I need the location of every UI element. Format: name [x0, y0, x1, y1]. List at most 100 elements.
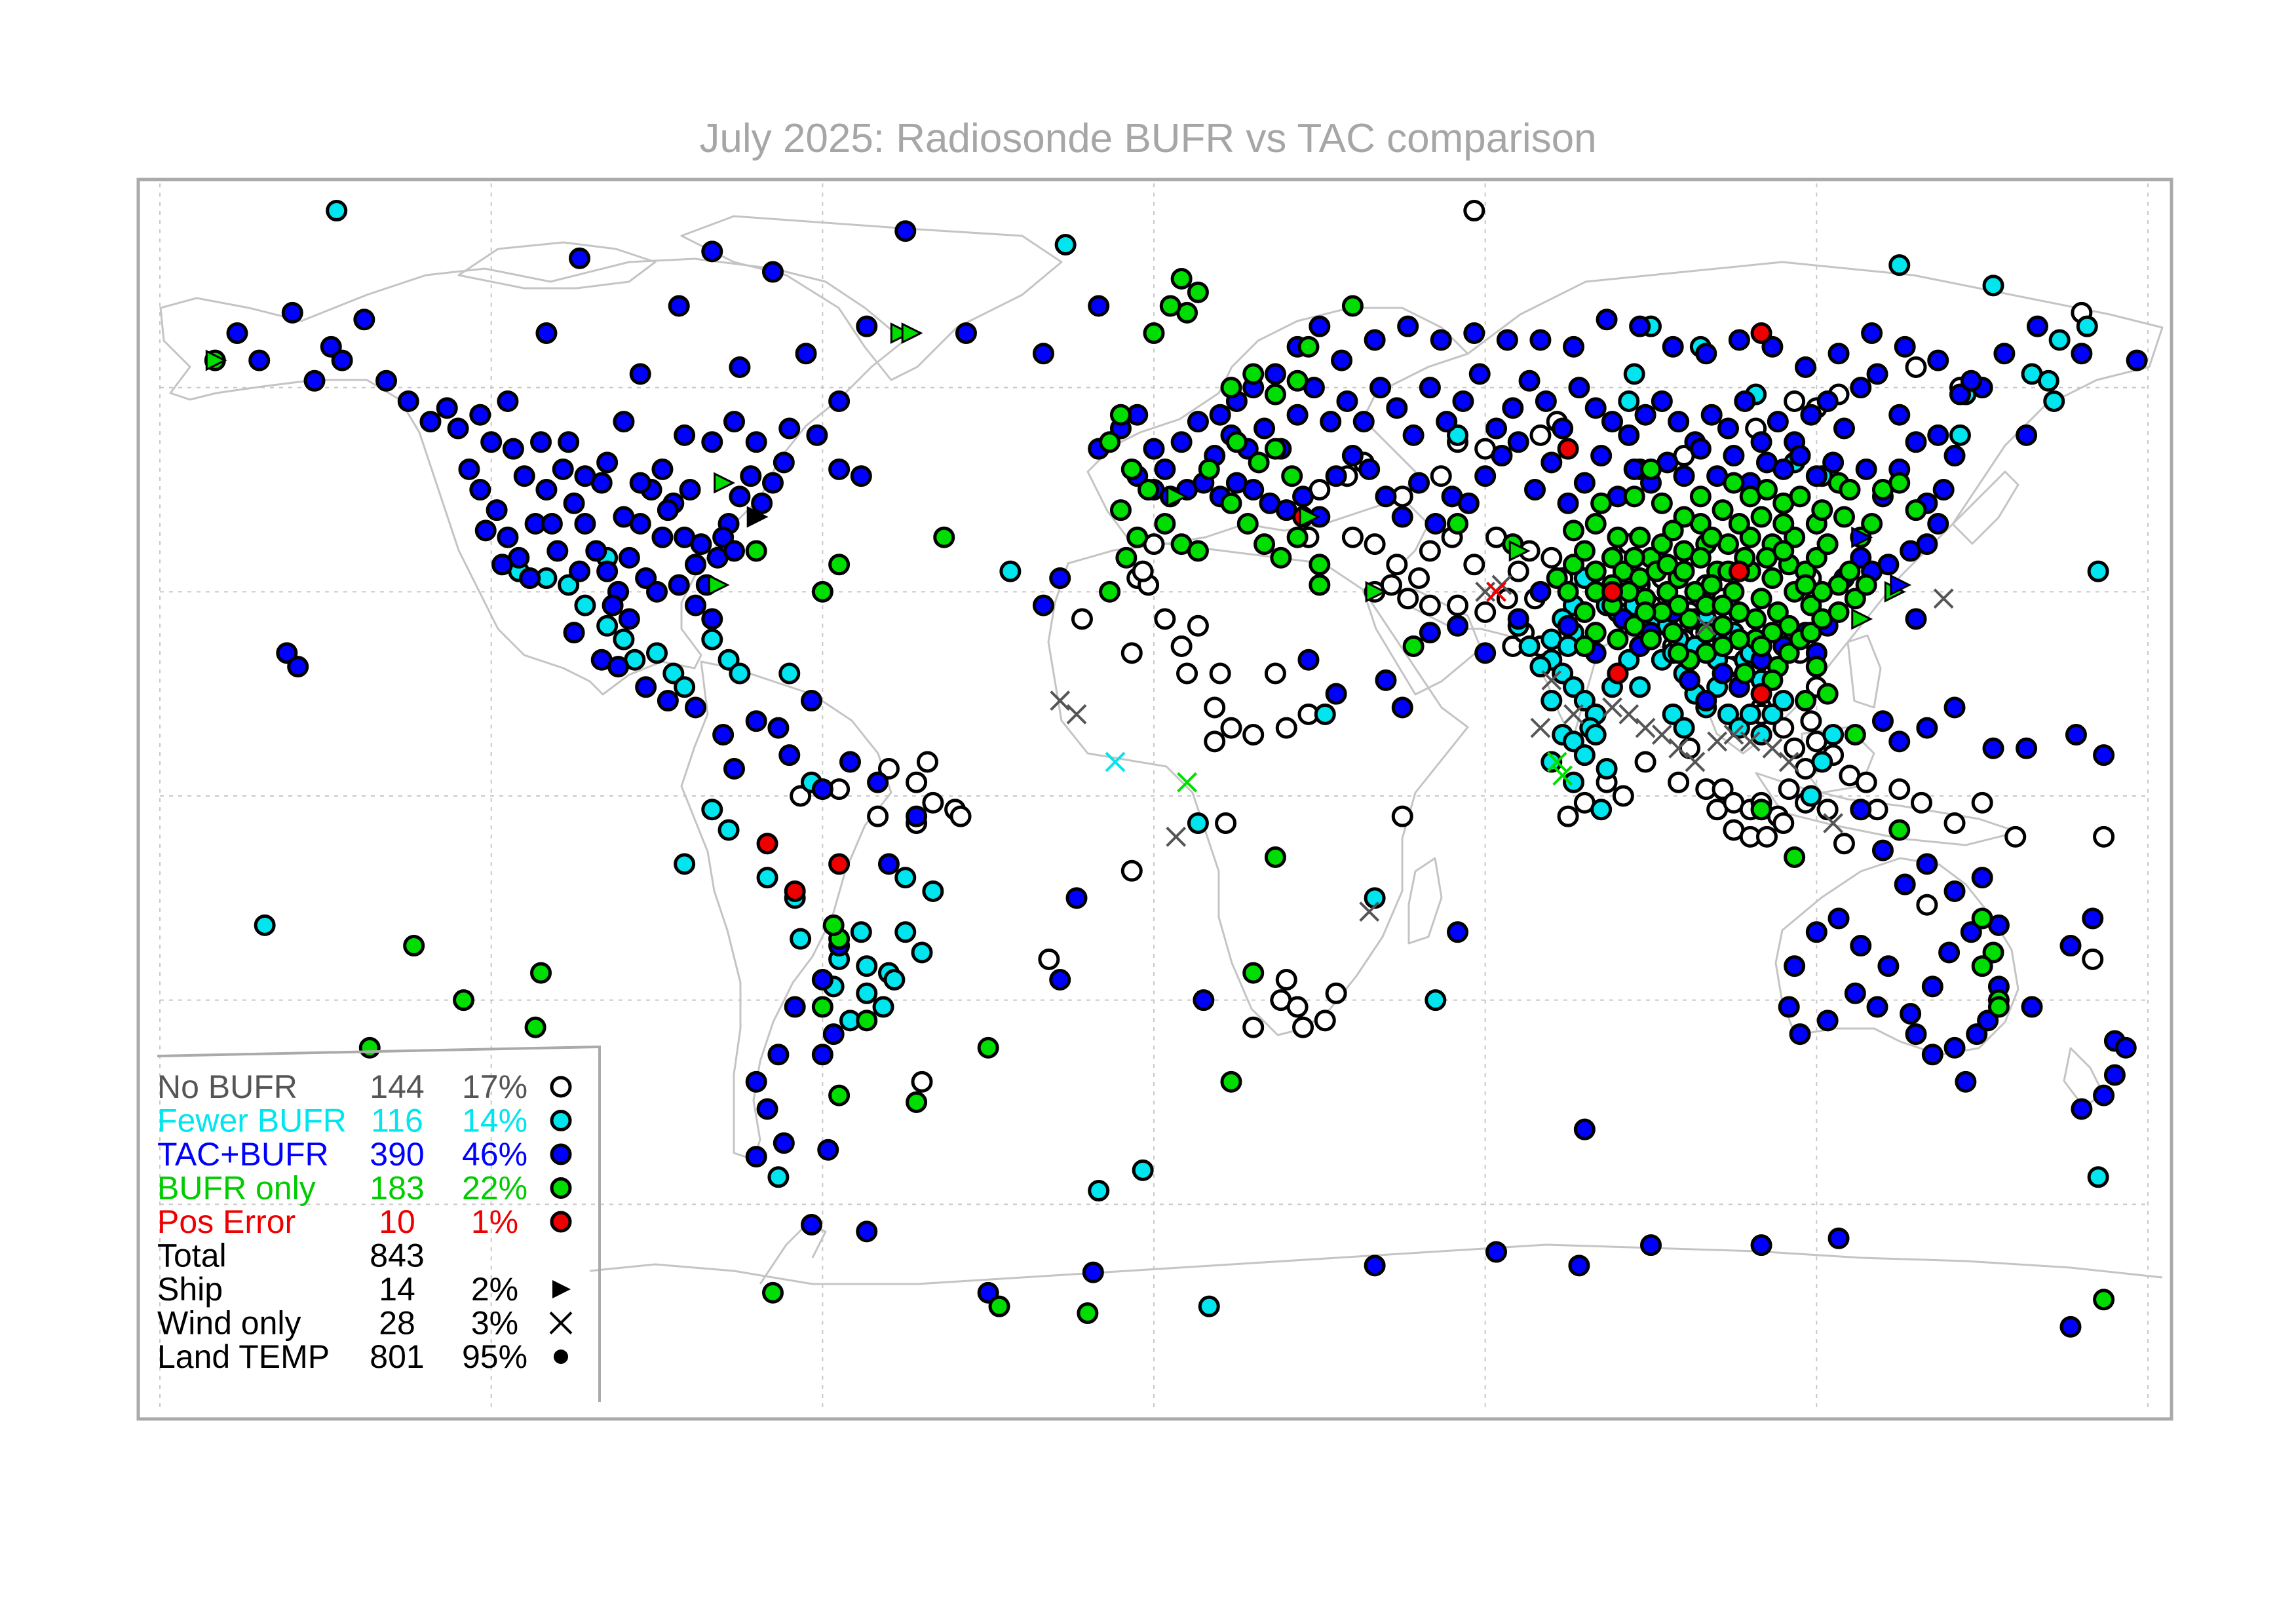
- station-fewer-bufr: [1563, 730, 1585, 753]
- station-bufr-only: [1270, 546, 1292, 569]
- wind-cross-stroke: [1563, 704, 1584, 725]
- station-tac-bufr: [248, 349, 271, 371]
- station-no-bufr: [1784, 390, 1806, 412]
- wind-only-marker: [1105, 751, 1126, 772]
- station-bufr-only: [1077, 1302, 1099, 1325]
- station-tac-bufr: [635, 567, 657, 590]
- station-tac-bufr: [1397, 315, 1419, 337]
- station-tac-bufr: [712, 724, 735, 746]
- station-bufr-only: [1159, 295, 1181, 317]
- station-tac-bufr: [1767, 411, 1789, 433]
- wind-only-marker: [1546, 751, 1567, 772]
- station-bufr-only: [933, 526, 955, 548]
- station-tac-bufr: [2026, 315, 2048, 337]
- station-tac-bufr: [2021, 996, 2043, 1018]
- station-fewer-bufr: [674, 853, 696, 875]
- station-tac-bufr: [607, 656, 630, 678]
- station-no-bufr: [1380, 574, 1402, 596]
- station-bufr-only: [1888, 819, 1911, 841]
- station-tac-bufr: [1921, 975, 1943, 998]
- wind-cross-stroke: [1635, 717, 1656, 738]
- ship-marker: [1851, 608, 1873, 630]
- wind-only-marker: [1530, 717, 1551, 738]
- station-bufr-only: [1640, 458, 1662, 480]
- station-no-bufr: [1833, 833, 1855, 855]
- station-bufr-only: [1673, 506, 1695, 528]
- station-no-bufr: [1209, 662, 1231, 685]
- station-fewer-bufr: [1750, 724, 1772, 746]
- station-fewer-bufr: [1573, 690, 1596, 712]
- station-tac-bufr: [1320, 411, 1342, 433]
- station-no-bufr: [867, 805, 889, 827]
- station-fewer-bufr: [790, 928, 812, 950]
- station-tac-bufr: [2082, 907, 2104, 930]
- legend: No BUFR 144 17% Fewer BUFR 116 14% TAC+BUFR 390…: [157, 1045, 601, 1402]
- station-tac-bufr: [1850, 546, 1872, 569]
- station-no-bufr: [1242, 1016, 1265, 1038]
- wind-only-marker: [1177, 772, 1197, 793]
- station-tac-bufr: [1364, 1255, 1386, 1277]
- station-no-bufr: [1220, 717, 1242, 739]
- station-tac-bufr: [618, 608, 640, 630]
- station-tac-bufr: [1193, 989, 1215, 1011]
- station-tac-bufr: [1723, 445, 1745, 467]
- station-tac-bufr: [756, 1098, 778, 1120]
- station-bufr-only: [1563, 519, 1585, 542]
- station-fewer-bufr: [1623, 363, 1645, 385]
- station-no-bufr: [1391, 805, 1413, 827]
- legend-count: 183: [370, 1170, 424, 1207]
- station-fewer-bufr: [1584, 724, 1607, 746]
- station-bufr-only: [1662, 519, 1684, 542]
- legend-label: BUFR only: [157, 1170, 316, 1207]
- wind-cross-stroke: [1823, 813, 1844, 833]
- station-tac-bufr: [1861, 322, 1883, 345]
- station-tac-bufr: [795, 343, 817, 365]
- station-pos-error: [784, 880, 806, 902]
- station-tac-bufr: [1712, 662, 1734, 685]
- station-tac-bufr: [519, 567, 541, 590]
- station-bufr-only: [1712, 635, 1734, 657]
- station-tac-bufr: [1436, 411, 1458, 433]
- station-tac-bufr: [1049, 567, 1071, 590]
- legend-percent: 46%: [462, 1136, 527, 1173]
- legend-label: No BUFR: [157, 1068, 297, 1105]
- station-bufr-only: [1573, 635, 1596, 657]
- wind-only-marker: [1740, 731, 1761, 752]
- station-tac-bufr: [745, 1146, 767, 1168]
- station-tac-bufr: [800, 690, 822, 712]
- station-bufr-only: [761, 1281, 784, 1304]
- station-tac-bufr: [1927, 424, 1949, 446]
- ship-marker: [890, 322, 912, 344]
- station-bufr-only: [1601, 546, 1624, 569]
- station-tac-bufr: [629, 363, 651, 385]
- station-bufr-only: [856, 1010, 878, 1032]
- station-tac-bufr: [1402, 424, 1425, 446]
- station-fewer-bufr: [701, 628, 723, 651]
- station-tac-bufr: [1932, 479, 1955, 500]
- station-bufr-only: [1546, 567, 1568, 590]
- station-bufr-only: [1668, 642, 1690, 664]
- station-tac-bufr: [723, 757, 745, 780]
- coast-philippines: [1846, 634, 1882, 709]
- station-fewer-bufr: [2037, 369, 2059, 392]
- station-tac-bufr: [850, 465, 872, 487]
- wind-only-marker: [1823, 813, 1844, 833]
- station-bufr-only: [1888, 472, 1911, 494]
- wind-cross-stroke: [1762, 738, 1783, 759]
- station-tac-bufr: [729, 356, 751, 378]
- station-tac-bufr: [474, 519, 497, 542]
- ship-marker: [901, 322, 923, 344]
- stations-layer: [204, 200, 2148, 1338]
- station-fewer-bufr: [1590, 799, 1613, 821]
- station-bufr-only: [1861, 512, 1883, 535]
- wind-only-marker: [1668, 738, 1689, 759]
- station-tac-bufr: [1789, 1023, 1811, 1046]
- station-bufr-only: [1341, 295, 1364, 317]
- station-tac-bufr: [1877, 955, 1900, 977]
- station-tac-bufr: [1822, 451, 1845, 474]
- station-bufr-only: [2093, 1289, 2115, 1311]
- station-tac-bufr: [977, 1281, 999, 1304]
- station-tac-bufr: [1871, 710, 1894, 732]
- station-tac-bufr: [1905, 608, 1927, 630]
- station-tac-bufr: [1563, 335, 1585, 358]
